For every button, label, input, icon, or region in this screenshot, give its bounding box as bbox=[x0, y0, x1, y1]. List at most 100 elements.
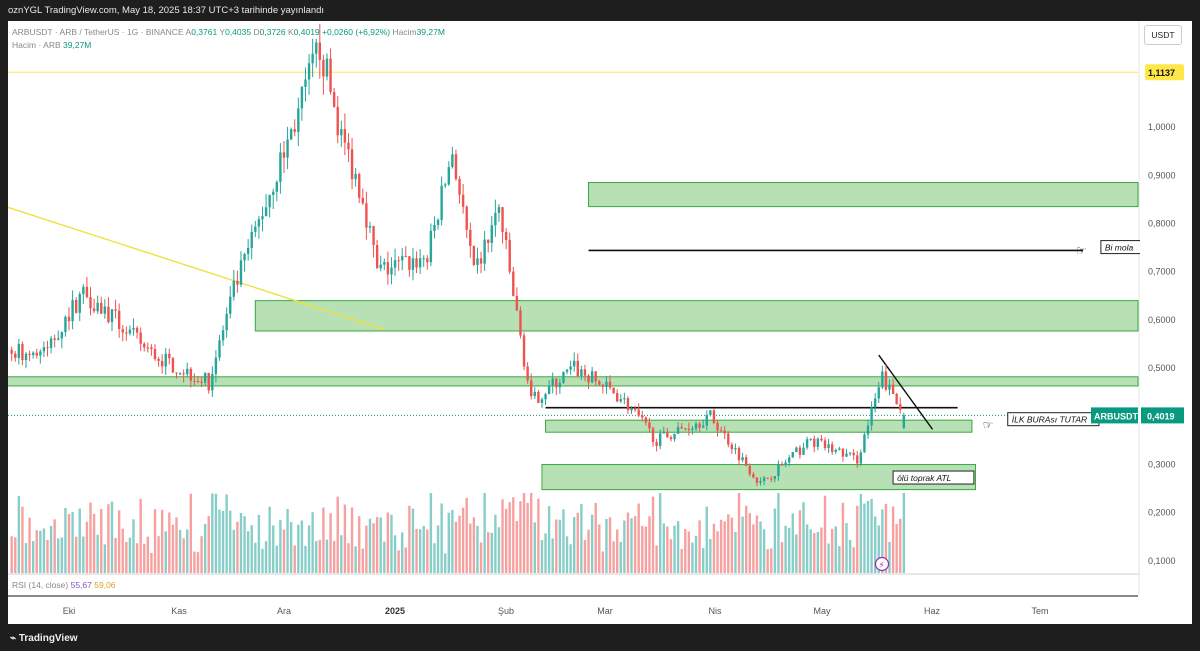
candle-body bbox=[107, 306, 110, 323]
volume-bar bbox=[619, 541, 622, 573]
time-axis[interactable]: Eki Kas Ara 2025 Şub Mar Nis May Haz Tem bbox=[63, 606, 1049, 616]
volume-bar bbox=[881, 509, 884, 573]
candle-body bbox=[583, 369, 587, 376]
candle-body bbox=[246, 247, 250, 254]
price-chart[interactable]: Bi mola1karar bölgesiİLK BURAsı TUTARölü… bbox=[8, 21, 1192, 624]
candle-body bbox=[676, 427, 680, 434]
volume-bar bbox=[895, 524, 898, 573]
volume-bar bbox=[225, 494, 228, 573]
volume-bar bbox=[404, 547, 408, 573]
candle-body bbox=[755, 477, 759, 483]
volume-bar bbox=[655, 545, 658, 573]
candle-body bbox=[96, 302, 99, 312]
volume-bar bbox=[816, 531, 820, 573]
candle-body bbox=[164, 353, 167, 367]
volume-bar bbox=[24, 543, 28, 573]
candle-body bbox=[519, 310, 522, 336]
candle-body bbox=[297, 108, 300, 132]
candle-body bbox=[469, 229, 472, 246]
volume-row-label[interactable]: Hacim · ARB bbox=[12, 40, 61, 50]
volume-bar bbox=[830, 528, 834, 573]
candle-body bbox=[458, 178, 461, 195]
volume-bar bbox=[866, 500, 870, 573]
candle-body bbox=[848, 452, 852, 454]
candle-body bbox=[74, 299, 78, 313]
candle-body bbox=[379, 264, 382, 269]
volume-bar bbox=[748, 513, 751, 573]
candle-body bbox=[132, 327, 135, 330]
candle-body bbox=[902, 415, 906, 428]
candle-body bbox=[644, 417, 648, 423]
price-tick-label: 0,3000 bbox=[1148, 460, 1176, 470]
volume-bar bbox=[605, 519, 608, 573]
rsi-legend: RSI (14, close) 55,67 59,06 bbox=[12, 580, 116, 590]
symbol-legend: ARBUSDT · ARB / TetherUS · 1G · BINANCE … bbox=[12, 27, 445, 37]
candle-body bbox=[762, 477, 766, 482]
volume-bar bbox=[85, 521, 89, 573]
time-tick-label: Nis bbox=[709, 606, 722, 616]
volume-bar bbox=[160, 509, 164, 573]
candle-body bbox=[350, 149, 354, 180]
symbol-text[interactable]: ARBUSDT · ARB / TetherUS · 1G · BINANCE bbox=[12, 27, 184, 37]
candle-body bbox=[608, 381, 612, 388]
candle-body bbox=[573, 360, 576, 367]
volume-bar bbox=[666, 526, 669, 573]
trendline-1 bbox=[878, 354, 934, 430]
candle-body bbox=[895, 394, 898, 405]
zone-0 bbox=[588, 182, 1139, 208]
candle-body bbox=[569, 366, 572, 370]
candle-body bbox=[444, 184, 447, 186]
volume-bar bbox=[203, 523, 207, 573]
volume-bar bbox=[125, 541, 128, 573]
volume-bar bbox=[340, 535, 343, 573]
price-label-text: 0,4019 bbox=[1147, 411, 1175, 421]
volume-bar bbox=[96, 534, 99, 573]
volume-bar bbox=[135, 543, 139, 573]
price-axis[interactable]: 1,0000 0,9000 0,8000 0,7000 0,6000 0,5000 0,30… bbox=[1091, 21, 1192, 596]
candle-body bbox=[440, 185, 443, 220]
candle-body bbox=[565, 369, 569, 372]
volume-bar bbox=[375, 516, 379, 573]
volume-bar bbox=[827, 543, 830, 573]
volume-bar bbox=[709, 539, 712, 573]
volume-bar bbox=[637, 503, 640, 573]
volume-bar bbox=[673, 525, 676, 573]
volume-bar bbox=[476, 525, 479, 573]
candle-body bbox=[436, 219, 440, 225]
volume-bar bbox=[676, 521, 680, 573]
candle-body bbox=[200, 381, 203, 383]
candle-body bbox=[157, 359, 160, 361]
high-value: 0,4035 bbox=[225, 27, 252, 37]
volume-bar bbox=[322, 507, 325, 573]
volume-legend: Hacim · ARB 39,27M bbox=[12, 40, 91, 50]
candle-body bbox=[178, 373, 182, 375]
volume-bar bbox=[117, 510, 121, 573]
volume-bar bbox=[680, 548, 683, 573]
candle-body bbox=[859, 452, 863, 464]
candle-body bbox=[429, 230, 433, 263]
lightning-icon bbox=[874, 556, 890, 572]
annotation-text: İLK BURAsı TUTAR bbox=[1012, 415, 1087, 425]
candle-body bbox=[544, 394, 547, 400]
volume-bar bbox=[408, 505, 411, 573]
volume-bar bbox=[411, 508, 415, 573]
volume-row-value: 39,27M bbox=[63, 40, 92, 50]
candle-body bbox=[823, 440, 827, 449]
volume-bar bbox=[250, 525, 253, 573]
volume-bar bbox=[870, 498, 873, 573]
currency-button[interactable]: USDT bbox=[1144, 25, 1182, 45]
candle-body bbox=[691, 428, 694, 430]
volume-bar bbox=[555, 519, 558, 573]
volume-bar bbox=[483, 493, 486, 573]
volume-bar bbox=[752, 524, 755, 573]
candle-body bbox=[250, 231, 253, 248]
candle-body bbox=[386, 262, 390, 275]
price-tick-label: 0,2000 bbox=[1148, 508, 1176, 518]
rsi-label[interactable]: RSI (14, close) bbox=[12, 580, 69, 590]
candle-body bbox=[315, 42, 318, 54]
drawings-layer bbox=[8, 71, 1138, 430]
candle-body bbox=[447, 167, 450, 185]
volume-bar bbox=[755, 515, 759, 573]
volume-bar bbox=[418, 529, 422, 573]
volume-bar bbox=[537, 498, 540, 573]
